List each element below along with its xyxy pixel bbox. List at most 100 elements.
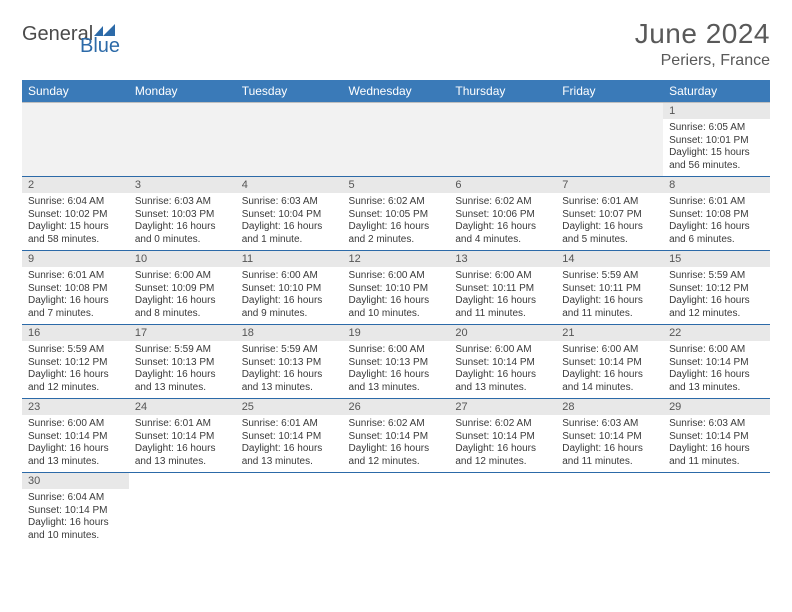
sunrise-text: Sunrise: 5:59 AM [562,270,657,283]
sunrise-text: Sunrise: 6:00 AM [349,344,444,357]
day-detail-cell: Sunrise: 5:59 AMSunset: 10:11 PMDaylight… [556,267,663,325]
detail-row: Sunrise: 6:01 AMSunset: 10:08 PMDaylight… [22,267,770,325]
weekday-header: Friday [556,80,663,103]
day-detail-cell [236,489,343,546]
day-number-cell: 5 [343,177,450,194]
day-detail-cell: Sunrise: 6:00 AMSunset: 10:13 PMDaylight… [343,341,450,399]
sunrise-text: Sunrise: 6:02 AM [455,196,550,209]
daylight-text-2: and 11 minutes. [455,308,550,321]
day-detail-cell: Sunrise: 5:59 AMSunset: 10:13 PMDaylight… [129,341,236,399]
daylight-text-1: Daylight: 16 hours [669,369,764,382]
sunrise-text: Sunrise: 6:02 AM [349,196,444,209]
day-detail-cell: Sunrise: 6:02 AMSunset: 10:05 PMDaylight… [343,193,450,251]
sunset-text: Sunset: 10:08 PM [28,283,123,296]
sunrise-text: Sunrise: 5:59 AM [669,270,764,283]
day-detail-cell: Sunrise: 6:01 AMSunset: 10:08 PMDaylight… [22,267,129,325]
daylight-text-2: and 13 minutes. [455,382,550,395]
sunrise-text: Sunrise: 6:00 AM [669,344,764,357]
daylight-text-2: and 11 minutes. [669,456,764,469]
sunset-text: Sunset: 10:13 PM [135,357,230,370]
daylight-text-1: Daylight: 16 hours [349,221,444,234]
daylight-text-2: and 10 minutes. [28,530,123,543]
day-number-cell [663,473,770,490]
day-detail-cell [343,119,450,177]
month-title: June 2024 [635,18,770,50]
day-detail-cell: Sunrise: 6:00 AMSunset: 10:14 PMDaylight… [663,341,770,399]
sunrise-text: Sunrise: 5:59 AM [135,344,230,357]
day-detail-cell [556,489,663,546]
day-detail-cell: Sunrise: 6:02 AMSunset: 10:14 PMDaylight… [343,415,450,473]
day-detail-cell: Sunrise: 6:02 AMSunset: 10:14 PMDaylight… [449,415,556,473]
daylight-text-2: and 13 minutes. [242,382,337,395]
day-number-cell: 21 [556,325,663,342]
day-number-cell: 15 [663,251,770,268]
sunset-text: Sunset: 10:10 PM [242,283,337,296]
sunrise-text: Sunrise: 6:00 AM [455,270,550,283]
sunset-text: Sunset: 10:14 PM [455,431,550,444]
day-number-cell: 8 [663,177,770,194]
sunset-text: Sunset: 10:14 PM [135,431,230,444]
daylight-text-1: Daylight: 15 hours [669,147,764,160]
day-number-cell [343,103,450,120]
daynum-row: 16171819202122 [22,325,770,342]
day-number-cell [343,473,450,490]
day-number-cell: 20 [449,325,556,342]
detail-row: Sunrise: 5:59 AMSunset: 10:12 PMDaylight… [22,341,770,399]
daylight-text-1: Daylight: 16 hours [562,443,657,456]
detail-row: Sunrise: 6:05 AMSunset: 10:01 PMDaylight… [22,119,770,177]
daylight-text-2: and 13 minutes. [669,382,764,395]
sunset-text: Sunset: 10:03 PM [135,209,230,222]
sunrise-text: Sunrise: 6:03 AM [242,196,337,209]
detail-row: Sunrise: 6:00 AMSunset: 10:14 PMDaylight… [22,415,770,473]
day-number-cell: 3 [129,177,236,194]
sunset-text: Sunset: 10:06 PM [455,209,550,222]
daylight-text-1: Daylight: 16 hours [135,369,230,382]
daylight-text-1: Daylight: 16 hours [242,221,337,234]
sunrise-text: Sunrise: 6:01 AM [135,418,230,431]
daynum-row: 23242526272829 [22,399,770,416]
weekday-header: Sunday [22,80,129,103]
day-detail-cell: Sunrise: 5:59 AMSunset: 10:12 PMDaylight… [22,341,129,399]
sunrise-text: Sunrise: 6:01 AM [242,418,337,431]
sunrise-text: Sunrise: 6:03 AM [669,418,764,431]
day-number-cell [449,473,556,490]
sunrise-text: Sunrise: 6:01 AM [562,196,657,209]
page-header: GeneralBlue June 2024 Periers, France [22,18,770,70]
weekday-header: Monday [129,80,236,103]
daylight-text-1: Daylight: 16 hours [28,517,123,530]
day-number-cell: 13 [449,251,556,268]
daylight-text-2: and 56 minutes. [669,160,764,173]
day-number-cell [449,103,556,120]
day-detail-cell: Sunrise: 6:00 AMSunset: 10:09 PMDaylight… [129,267,236,325]
sunset-text: Sunset: 10:09 PM [135,283,230,296]
day-number-cell: 28 [556,399,663,416]
sunrise-text: Sunrise: 6:00 AM [28,418,123,431]
calendar-body: 1Sunrise: 6:05 AMSunset: 10:01 PMDayligh… [22,103,770,547]
brand-logo: GeneralBlue [22,24,117,62]
day-detail-cell: Sunrise: 6:03 AMSunset: 10:03 PMDaylight… [129,193,236,251]
daylight-text-1: Daylight: 16 hours [455,221,550,234]
sunrise-text: Sunrise: 6:04 AM [28,492,123,505]
day-number-cell: 23 [22,399,129,416]
day-number-cell [22,103,129,120]
day-number-cell: 1 [663,103,770,120]
sunrise-text: Sunrise: 6:00 AM [242,270,337,283]
daylight-text-1: Daylight: 16 hours [455,295,550,308]
day-detail-cell: Sunrise: 5:59 AMSunset: 10:13 PMDaylight… [236,341,343,399]
daylight-text-2: and 13 minutes. [135,382,230,395]
sunset-text: Sunset: 10:13 PM [349,357,444,370]
daylight-text-2: and 14 minutes. [562,382,657,395]
daylight-text-2: and 4 minutes. [455,234,550,247]
daylight-text-1: Daylight: 16 hours [455,443,550,456]
daylight-text-2: and 13 minutes. [242,456,337,469]
sunset-text: Sunset: 10:01 PM [669,135,764,148]
day-detail-cell: Sunrise: 6:00 AMSunset: 10:10 PMDaylight… [236,267,343,325]
sunset-text: Sunset: 10:14 PM [28,505,123,518]
daylight-text-1: Daylight: 16 hours [28,369,123,382]
sunset-text: Sunset: 10:11 PM [562,283,657,296]
daylight-text-2: and 11 minutes. [562,456,657,469]
day-detail-cell [22,119,129,177]
day-detail-cell: Sunrise: 6:04 AMSunset: 10:14 PMDaylight… [22,489,129,546]
sunrise-text: Sunrise: 6:00 AM [135,270,230,283]
daylight-text-2: and 1 minute. [242,234,337,247]
